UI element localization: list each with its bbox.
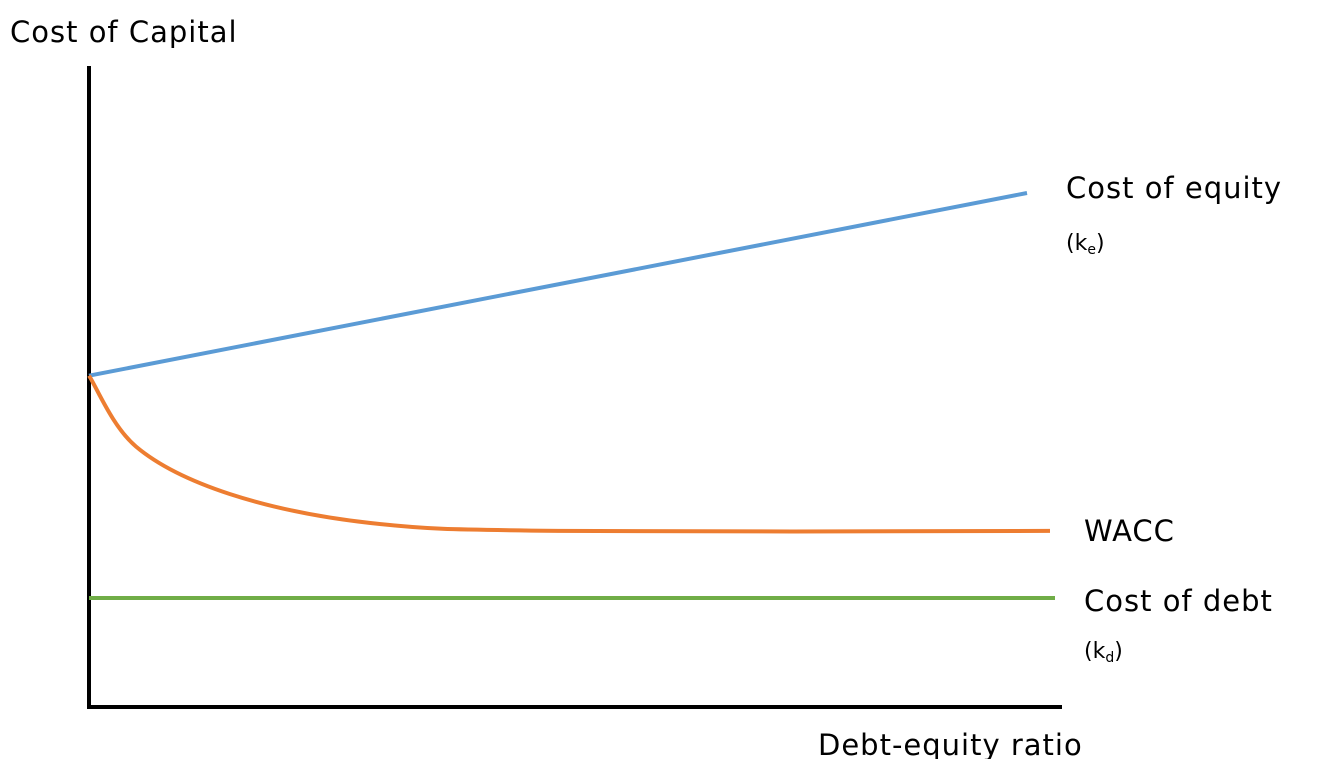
series-symbol-cost-of-equity: (ke) [1066, 231, 1105, 258]
x-axis-title: Debt-equity ratio [818, 728, 1083, 759]
series-label-cost-of-debt: Cost of debt [1084, 584, 1273, 618]
series-symbol-cost-of-debt: (kd) [1084, 639, 1123, 666]
series-label-cost-of-equity: Cost of equity [1066, 171, 1282, 205]
series-line-cost-of-equity [88, 191, 1028, 378]
y-axis-title: Cost of Capital [10, 15, 238, 49]
series-line-wacc [87, 374, 1051, 534]
series-label-wacc: WACC [1084, 514, 1175, 548]
series-layer [87, 191, 1055, 600]
